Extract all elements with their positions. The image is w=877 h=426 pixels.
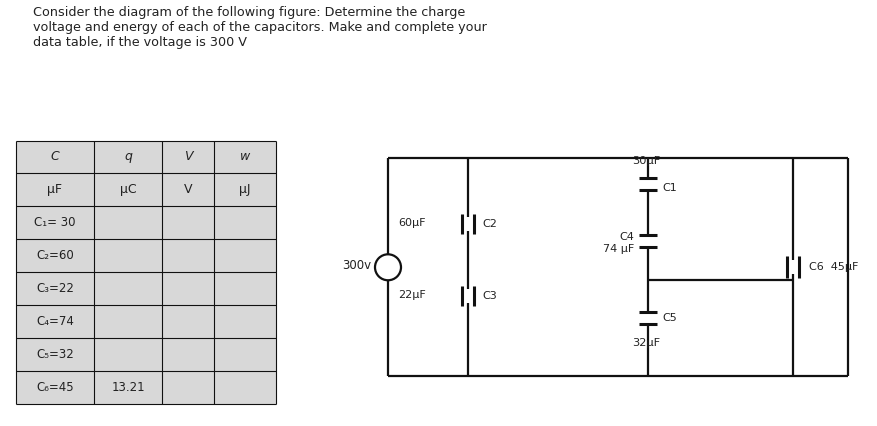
Text: 22μF: 22μF xyxy=(398,290,425,300)
Text: C2: C2 xyxy=(481,219,496,229)
Text: C₃=22: C₃=22 xyxy=(36,282,74,295)
Text: C1: C1 xyxy=(661,184,676,193)
Text: C₂=60: C₂=60 xyxy=(36,249,74,262)
Text: μF: μF xyxy=(47,184,62,196)
Text: μC: μC xyxy=(119,184,136,196)
Bar xyxy=(16,141,275,404)
Text: C₄=74: C₄=74 xyxy=(36,315,74,328)
Text: V: V xyxy=(183,150,192,164)
Text: w: w xyxy=(239,150,250,164)
Text: 60μF: 60μF xyxy=(398,219,425,228)
Text: q: q xyxy=(124,150,132,164)
Text: 300v: 300v xyxy=(341,259,371,272)
Text: C₁= 30: C₁= 30 xyxy=(34,216,75,229)
Text: 32μF: 32μF xyxy=(631,338,660,348)
Text: C5: C5 xyxy=(661,313,676,323)
Text: C₅=32: C₅=32 xyxy=(36,348,74,361)
Text: μJ: μJ xyxy=(239,184,251,196)
Text: 74 μF: 74 μF xyxy=(602,245,633,254)
Text: 13.21: 13.21 xyxy=(111,381,145,394)
Text: V: V xyxy=(183,184,192,196)
Text: C₆=45: C₆=45 xyxy=(36,381,74,394)
Text: 30μF: 30μF xyxy=(631,156,660,167)
Text: C: C xyxy=(51,150,60,164)
Text: Consider the diagram of the following figure: Determine the charge
voltage and e: Consider the diagram of the following fi… xyxy=(33,6,487,49)
Text: C4: C4 xyxy=(618,232,633,242)
Text: C3: C3 xyxy=(481,291,496,301)
Text: C6  45μF: C6 45μF xyxy=(808,262,858,272)
